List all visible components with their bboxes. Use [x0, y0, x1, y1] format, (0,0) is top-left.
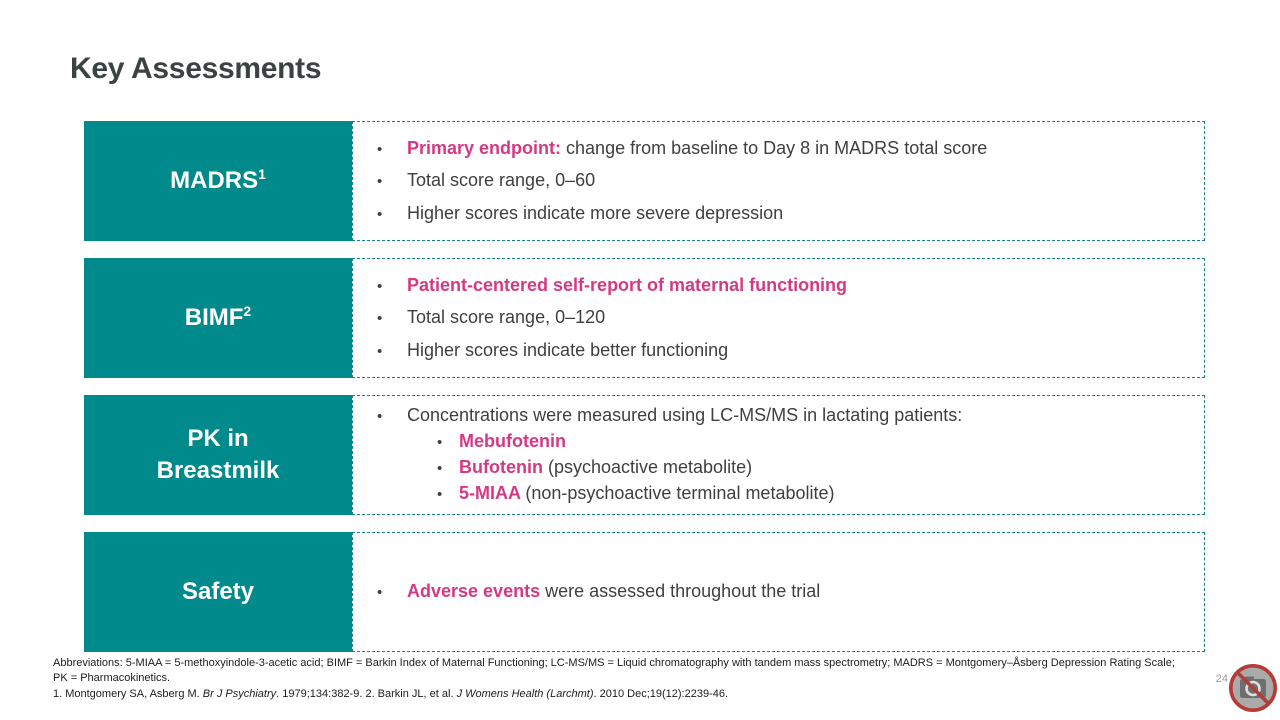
assessment-label-box: PK in Breastmilk	[84, 395, 352, 515]
bullet-item: • Adverse events were assessed throughout…	[353, 580, 1188, 603]
body-text: change from baseline to Day 8 in MADRS t…	[566, 137, 988, 158]
bullet-item: • Primary endpoint: change from baseline …	[353, 137, 1188, 160]
body-text: Br J Psychiatry	[202, 688, 277, 701]
bullet-item: • Mebufotenin	[353, 430, 1188, 453]
assessment-row: MADRS1 • Primary endpoint: change from bas…	[84, 121, 1205, 241]
bullet-text: Concentrations were measured using LC-MS…	[407, 404, 962, 427]
assessment-row: Safety • Adverse events were assessed thro…	[84, 532, 1205, 652]
bullet-text: Primary endpoint: change from baseline t…	[407, 137, 987, 160]
body-text: Total score range, 0–120	[407, 307, 606, 328]
assessment-label: MADRS1	[170, 165, 266, 194]
bullet-item: • Total score range, 0–120	[353, 306, 1188, 329]
assessment-row: PK in Breastmilk • Concentrations were meas…	[84, 395, 1205, 515]
assessment-row: BIMF2 • Patient-centered self-report of ma…	[84, 258, 1205, 378]
bullet-item: • 5-MIAA (non-psychoactive terminal metab…	[353, 482, 1188, 505]
assessment-label: BIMF2	[184, 302, 252, 331]
label-superscript: 1	[258, 165, 266, 182]
bullet-item: • Higher scores indicate more severe depr…	[353, 202, 1188, 225]
bullet-text: Total score range, 0–120	[407, 306, 605, 329]
accent-text: Adverse events	[407, 581, 546, 602]
assessment-label: PK in Breastmilk	[156, 424, 280, 484]
assessment-content-box: • Patient-centered self-report of materna…	[352, 258, 1205, 378]
bullet-text: Adverse events were assessed throughout …	[407, 580, 820, 603]
reference-line: 1. Montgomery SA, Asberg M. Br J Psychia…	[53, 687, 1183, 702]
bullet-text: Higher scores indicate better functionin…	[407, 339, 728, 362]
bullet-item: • Concentrations were measured using LC-M…	[353, 404, 1188, 427]
body-text: . 2010 Dec;19(12):2239-46.	[593, 688, 729, 701]
bullet-icon: •	[377, 277, 383, 295]
bullet-icon: •	[437, 460, 443, 478]
bullet-icon: •	[377, 408, 383, 426]
assessment-label-box: MADRS1	[84, 121, 352, 241]
bullet-icon: •	[437, 486, 443, 504]
bullet-text: Bufotenin (psychoactive metabolite)	[459, 456, 752, 479]
assessment-rows: MADRS1 • Primary endpoint: change from bas…	[84, 121, 1205, 652]
bullet-item: • Total score range, 0–60	[353, 169, 1188, 192]
bullet-text: Mebufotenin	[459, 430, 566, 453]
body-text: Total score range, 0–60	[407, 170, 596, 191]
bullet-text: 5-MIAA (non-psychoactive terminal metabo…	[459, 482, 834, 505]
assessment-label-box: Safety	[84, 532, 352, 652]
abbreviations-line-2: PK = Pharmacokinetics.	[53, 672, 171, 685]
bullet-text: Total score range, 0–60	[407, 169, 595, 192]
bullet-icon: •	[377, 310, 383, 328]
body-text: Higher scores indicate more severe depre…	[407, 202, 784, 223]
bullet-icon: •	[377, 342, 383, 360]
accent-text: Primary endpoint:	[407, 137, 567, 158]
bullet-icon: •	[437, 434, 443, 452]
assessment-content-box: • Primary endpoint: change from baseline …	[352, 121, 1205, 241]
page-number: 24	[1215, 673, 1228, 685]
label-superscript: 2	[243, 302, 252, 319]
bullet-item: • Higher scores indicate better functioni…	[353, 339, 1188, 362]
bullet-icon: •	[377, 140, 383, 158]
body-text: were assessed throughout the trial	[545, 581, 821, 602]
accent-text: Bufotenin	[459, 457, 548, 478]
body-text: 1. Montgomery SA, Asberg M.	[53, 688, 203, 701]
bullet-text: Patient-centered self-report of maternal…	[407, 274, 847, 297]
bullet-item: • Patient-centered self-report of materna…	[353, 274, 1188, 297]
bullet-icon: •	[377, 173, 383, 191]
accent-text: Patient-centered self-report of maternal…	[407, 274, 848, 295]
body-text: (non-psychoactive terminal metabolite)	[525, 483, 835, 504]
assessment-content-box: • Concentrations were measured using LC-M…	[352, 395, 1205, 515]
abbreviations-line-1: Abbreviations: 5-MIAA = 5-methoxyindole-…	[53, 657, 1175, 669]
footnotes: Abbreviations: 5-MIAA = 5-methoxyindole-…	[53, 656, 1183, 703]
body-text: (psychoactive metabolite)	[547, 457, 753, 478]
body-text: . 1979;134:382-9. 2. Barkin JL, et al.	[276, 688, 457, 701]
body-text: J Womens Health (Larchmt)	[456, 688, 594, 701]
bullet-icon: •	[377, 584, 383, 602]
bullet-text: Higher scores indicate more severe depre…	[407, 202, 783, 225]
assessment-label-box: BIMF2	[84, 258, 352, 378]
assessment-label: Safety	[181, 577, 255, 605]
no-image-placeholder-icon	[1228, 663, 1278, 713]
assessment-content-box: • Adverse events were assessed throughout…	[352, 532, 1205, 652]
body-text: Higher scores indicate better functionin…	[407, 339, 729, 360]
page-title: Key Assessments	[70, 52, 322, 85]
accent-text: 5-MIAA	[459, 483, 526, 504]
accent-text: Mebufotenin	[459, 431, 566, 452]
body-text: Concentrations were measured using LC-MS…	[407, 405, 963, 426]
bullet-item: • Bufotenin (psychoactive metabolite)	[353, 456, 1188, 479]
bullet-icon: •	[377, 205, 383, 223]
